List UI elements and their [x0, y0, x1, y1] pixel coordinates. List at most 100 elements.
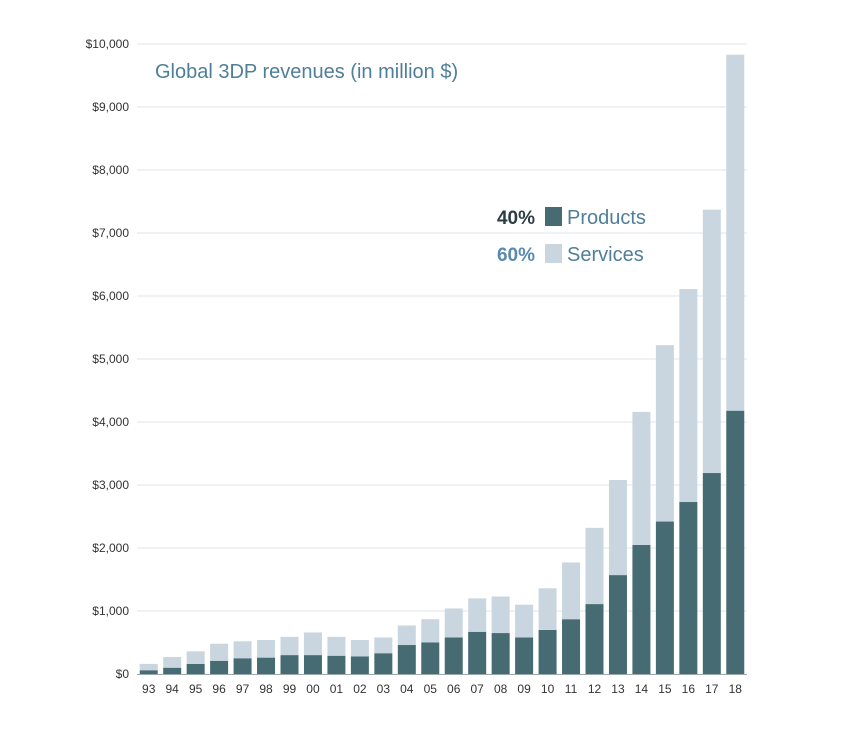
- bar-services-00: [303, 632, 322, 656]
- chart-title: Global 3DP revenues (in million $): [155, 61, 458, 83]
- bar-products-17: [702, 473, 721, 674]
- x-tick-label: 09: [517, 682, 531, 696]
- x-tick-label: 00: [306, 682, 320, 696]
- bar-products-14: [632, 544, 651, 674]
- bar-services-93: [139, 663, 158, 671]
- x-tick-label: 11: [565, 682, 578, 696]
- bar-services-05: [421, 619, 440, 643]
- x-tick-label: 03: [377, 682, 391, 696]
- bar-services-02: [350, 639, 369, 657]
- y-axis-tick-labels: $0 $1,000 $2,000 $3,000 $4,000 $5,000 $6,000 $7…: [86, 37, 130, 681]
- y-tick-label: $3,000: [92, 478, 129, 492]
- bar-services-16: [679, 289, 698, 503]
- bars: [139, 54, 745, 674]
- x-tick-label: 97: [236, 682, 250, 696]
- bar-services-03: [374, 637, 393, 654]
- y-tick-label: $1,000: [92, 604, 129, 618]
- x-tick-label: 18: [729, 682, 743, 696]
- bar-services-97: [233, 641, 252, 659]
- y-tick-label: $6,000: [92, 289, 129, 303]
- bar-services-95: [186, 651, 205, 664]
- legend: 40% Products 60% Services: [497, 207, 646, 266]
- bar-services-13: [608, 479, 627, 576]
- bar-services-96: [210, 643, 229, 661]
- x-tick-label: 01: [330, 682, 344, 696]
- x-tick-label: 96: [212, 682, 226, 696]
- y-tick-label: $8,000: [92, 163, 129, 177]
- x-tick-label: 14: [635, 682, 649, 696]
- bar-services-10: [538, 588, 557, 630]
- x-tick-label: 02: [353, 682, 367, 696]
- y-tick-label: $2,000: [92, 541, 129, 555]
- bar-products-04: [397, 645, 416, 674]
- x-tick-label: 95: [189, 682, 203, 696]
- bar-products-97: [233, 658, 252, 674]
- legend-services-swatch: [545, 244, 562, 263]
- bar-products-10: [538, 629, 557, 674]
- x-tick-label: 17: [705, 682, 719, 696]
- y-tick-label: $0: [116, 667, 130, 681]
- bar-products-12: [585, 604, 604, 674]
- x-tick-label: 07: [471, 682, 485, 696]
- x-tick-label: 16: [682, 682, 696, 696]
- bar-products-18: [726, 410, 745, 674]
- x-tick-label: 12: [588, 682, 602, 696]
- y-tick-label: $4,000: [92, 415, 129, 429]
- bar-products-09: [515, 637, 534, 674]
- legend-services-share: 60%: [497, 245, 535, 266]
- y-tick-label: $5,000: [92, 352, 129, 366]
- x-tick-label: 93: [142, 682, 156, 696]
- bar-services-94: [163, 656, 182, 668]
- bar-products-02: [350, 656, 369, 674]
- bar-products-03: [374, 653, 393, 674]
- bar-services-99: [280, 636, 299, 656]
- bar-products-01: [327, 655, 346, 674]
- bar-products-99: [280, 655, 299, 674]
- bar-services-11: [562, 562, 581, 620]
- bar-products-07: [468, 631, 487, 674]
- legend-products-share: 40%: [497, 208, 535, 229]
- y-tick-label: $7,000: [92, 226, 129, 240]
- bar-services-15: [655, 345, 674, 522]
- bar-products-05: [421, 642, 440, 674]
- x-tick-label: 94: [166, 682, 180, 696]
- x-tick-label: 06: [447, 682, 461, 696]
- bar-services-17: [702, 209, 721, 474]
- bar-services-12: [585, 527, 604, 605]
- bar-products-96: [210, 660, 229, 674]
- x-tick-label: 15: [658, 682, 672, 696]
- x-tick-label: 99: [283, 682, 297, 696]
- gridlines: [137, 43, 747, 612]
- bar-services-06: [444, 608, 463, 638]
- legend-products-swatch: [545, 207, 562, 226]
- bar-services-98: [257, 639, 276, 658]
- y-tick-label: $10,000: [86, 37, 130, 51]
- bar-products-95: [186, 663, 205, 674]
- bar-services-09: [515, 604, 534, 638]
- bar-services-14: [632, 411, 651, 545]
- bar-products-13: [608, 575, 627, 674]
- bar-services-08: [491, 596, 510, 634]
- bar-products-08: [491, 633, 510, 674]
- y-tick-label: $9,000: [92, 100, 129, 114]
- bar-products-15: [655, 521, 674, 674]
- legend-products-label: Products: [567, 207, 646, 229]
- bar-products-16: [679, 502, 698, 674]
- bar-products-93: [139, 670, 158, 674]
- bar-services-18: [726, 54, 745, 411]
- bar-services-04: [397, 625, 416, 646]
- bar-products-98: [257, 657, 276, 674]
- x-tick-label: 10: [541, 682, 555, 696]
- bar-products-00: [303, 655, 322, 674]
- x-tick-label: 98: [259, 682, 273, 696]
- legend-services-label: Services: [567, 244, 644, 266]
- bar-services-01: [327, 636, 346, 656]
- bar-products-06: [444, 637, 463, 674]
- x-tick-label: 05: [424, 682, 438, 696]
- bar-services-07: [468, 598, 487, 632]
- bar-products-94: [163, 667, 182, 674]
- x-tick-label: 04: [400, 682, 414, 696]
- x-axis-tick-labels: 93 94 95 96 97 98 99 00 01 02 03 04 05 06 07 08 09 10 11 12…: [142, 682, 742, 696]
- x-tick-label: 08: [494, 682, 508, 696]
